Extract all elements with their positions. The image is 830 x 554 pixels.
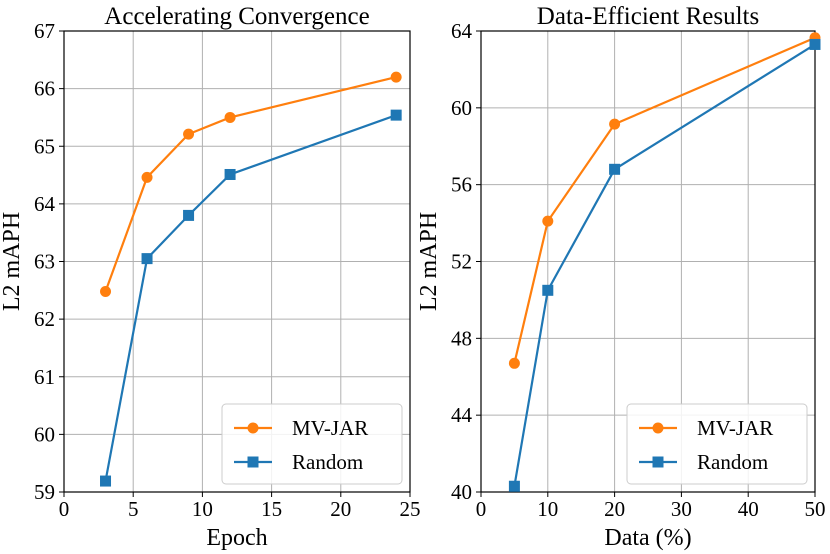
y-tick-label: 60 xyxy=(451,96,472,120)
x-axis-label: Epoch xyxy=(206,525,267,551)
y-tick-label: 64 xyxy=(34,192,56,216)
legend-marker xyxy=(652,422,664,434)
y-tick-label: 59 xyxy=(34,480,55,504)
y-tick-label: 44 xyxy=(451,403,473,427)
y-axis-label: L2 mAPH xyxy=(416,212,442,311)
legend-item: MV-JAR xyxy=(639,416,773,440)
series-line xyxy=(513,43,816,487)
y-tick-label: 65 xyxy=(34,134,55,158)
x-axis-label: Data (%) xyxy=(604,525,691,551)
series-line xyxy=(513,36,816,364)
x-tick-label: 0 xyxy=(59,497,70,521)
y-tick-label: 40 xyxy=(451,480,472,504)
legend-marker xyxy=(247,422,259,434)
legend-box xyxy=(221,403,403,485)
x-tick-label: 0 xyxy=(476,497,487,521)
data-point xyxy=(141,253,153,265)
data-point xyxy=(542,215,554,227)
data-point xyxy=(183,209,195,221)
x-tick-label: 30 xyxy=(671,497,692,521)
y-tick-label: 64 xyxy=(451,19,473,43)
x-tick-label: 5 xyxy=(128,497,139,521)
series-random xyxy=(508,38,821,492)
data-point xyxy=(542,284,554,296)
legend-label: Random xyxy=(697,450,768,474)
chart-title: Data-Efficient Results xyxy=(537,3,759,30)
legend-item: Random xyxy=(639,450,768,474)
chart-accelerating-convergence: 0 5 10 15 20 25 59 60 61 62 63 64 65 66 67 Accelerating… xyxy=(0,3,421,551)
y-tick-label: 48 xyxy=(451,326,472,350)
data-point xyxy=(809,38,821,50)
x-tick-label: 15 xyxy=(261,497,282,521)
y-tick-label: 62 xyxy=(34,307,55,331)
legend-label: MV-JAR xyxy=(292,416,368,440)
data-point xyxy=(100,475,112,487)
data-point xyxy=(609,163,621,175)
y-tick-label: 60 xyxy=(34,422,55,446)
legend-label: Random xyxy=(292,450,363,474)
chart-title: Accelerating Convergence xyxy=(104,3,369,30)
data-point xyxy=(390,109,402,121)
legend-marker xyxy=(247,456,259,468)
y-tick-label: 63 xyxy=(34,250,55,274)
y-tick-label: 56 xyxy=(451,173,472,197)
x-tick-label: 25 xyxy=(400,497,421,521)
x-tick-label: 40 xyxy=(738,497,759,521)
data-point xyxy=(224,168,236,180)
series-mvjar xyxy=(100,71,402,297)
y-tick-label: 52 xyxy=(451,250,472,274)
data-point xyxy=(100,285,112,297)
x-tick-label: 50 xyxy=(805,497,826,521)
x-tick-label: 20 xyxy=(330,497,351,521)
chart-data-efficient-results: 0 10 20 30 40 50 40 44 48 52 56 60 64 Data-Efficient … xyxy=(416,3,826,551)
legend: MV-JAR Random xyxy=(626,403,808,485)
legend-box xyxy=(626,403,808,485)
data-point xyxy=(183,128,195,140)
y-tick-label: 61 xyxy=(34,365,55,389)
legend-label: MV-JAR xyxy=(697,416,773,440)
data-point xyxy=(224,111,236,123)
y-axis-label: L2 mAPH xyxy=(0,212,25,311)
series-random xyxy=(100,109,402,487)
x-tick-label: 20 xyxy=(604,497,625,521)
data-point xyxy=(508,357,520,369)
legend-marker xyxy=(652,456,664,468)
y-tick-label: 67 xyxy=(34,19,55,43)
data-point xyxy=(609,118,621,130)
series-mvjar xyxy=(508,32,821,369)
data-point xyxy=(508,480,520,492)
x-tick-label: 10 xyxy=(192,497,213,521)
data-point xyxy=(141,171,153,183)
legend: MV-JAR Random xyxy=(221,403,403,485)
x-tick-label: 10 xyxy=(537,497,558,521)
y-tick-label: 66 xyxy=(34,77,55,101)
legend-item: MV-JAR xyxy=(234,416,368,440)
data-point xyxy=(390,71,402,83)
legend-item: Random xyxy=(234,450,363,474)
